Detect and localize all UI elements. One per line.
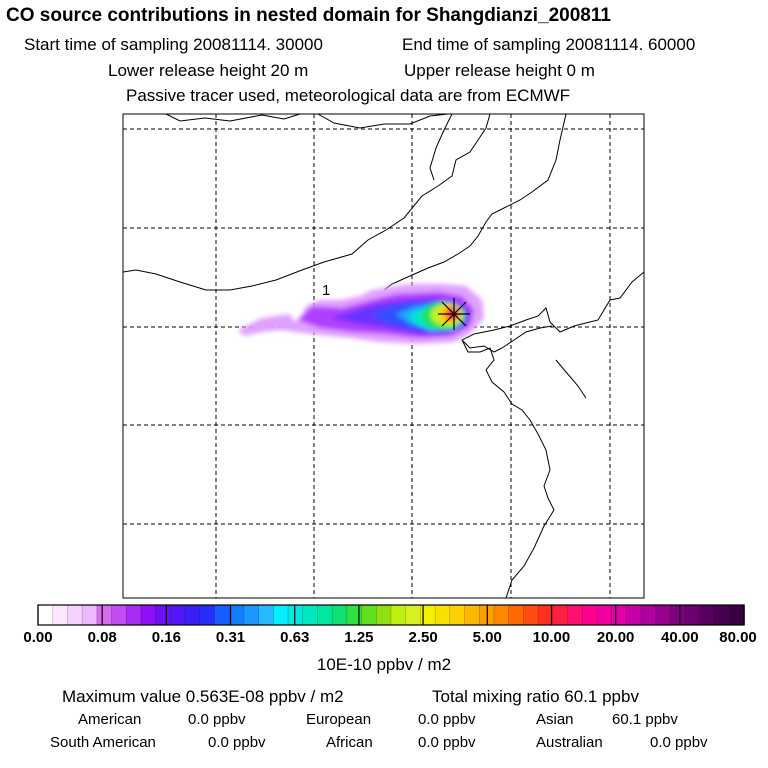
colorbar-tick-label: 0.63 — [280, 629, 310, 646]
graticule — [123, 114, 644, 598]
colorbar-tick-label: 0.00 — [23, 629, 53, 646]
colorbar-tick-label: 2.50 — [408, 629, 438, 646]
chart-title: CO source contributions in nested domain… — [6, 5, 611, 26]
asian-label: Asian — [536, 711, 574, 728]
south-american-value: 0.0 ppbv — [208, 734, 266, 751]
australian-value: 0.0 ppbv — [650, 734, 708, 751]
lower-release-height-label: Lower release height 20 m — [108, 61, 309, 80]
colorbar-tick-label: 0.16 — [151, 629, 181, 646]
colorbar-units: 10E-10 ppbv / m2 — [316, 655, 452, 674]
asian-value: 60.1 ppbv — [612, 711, 678, 728]
colorbar-tick-label: 0.08 — [87, 629, 117, 646]
colorbar-tick-label: 1.25 — [344, 629, 374, 646]
maximum-value-label: Maximum value 0.563E-08 ppbv / m2 — [62, 687, 344, 706]
end-time-label: End time of sampling 20081114. 60000 — [402, 35, 696, 54]
start-time-label: Start time of sampling 20081114. 30000 — [24, 35, 323, 54]
map-frame — [122, 113, 645, 599]
african-label: African — [326, 734, 373, 751]
total-mixing-ratio-label: Total mixing ratio 60.1 ppbv — [432, 687, 639, 706]
american-label: American — [78, 711, 142, 728]
map-panel: 1 — [122, 113, 645, 599]
colorbar-tick-label: 10.00 — [532, 629, 571, 646]
south-american-label: South American — [50, 734, 156, 751]
upper-release-height-label: Upper release height 0 m — [404, 61, 595, 80]
colorbar-tick-label: 80.00 — [719, 629, 757, 646]
european-label: European — [306, 711, 372, 728]
colorbar-tick-label: 20.00 — [596, 629, 635, 646]
coastlines-borders — [122, 113, 645, 599]
african-value: 0.0 ppbv — [418, 734, 476, 751]
tracer-info-label: Passive tracer used, meteorological data… — [126, 86, 571, 105]
receptor-star-icon — [438, 298, 470, 330]
plume — [238, 284, 484, 344]
receptor-label: 1 — [322, 282, 330, 299]
colorbar-tick-label: 0.31 — [215, 629, 246, 646]
australian-label: Australian — [536, 734, 603, 751]
colorbar-tick-label: 5.00 — [472, 629, 502, 646]
colorbar-tick-label: 40.00 — [661, 629, 699, 646]
american-value: 0.0 ppbv — [188, 711, 246, 728]
european-value: 0.0 ppbv — [418, 711, 476, 728]
